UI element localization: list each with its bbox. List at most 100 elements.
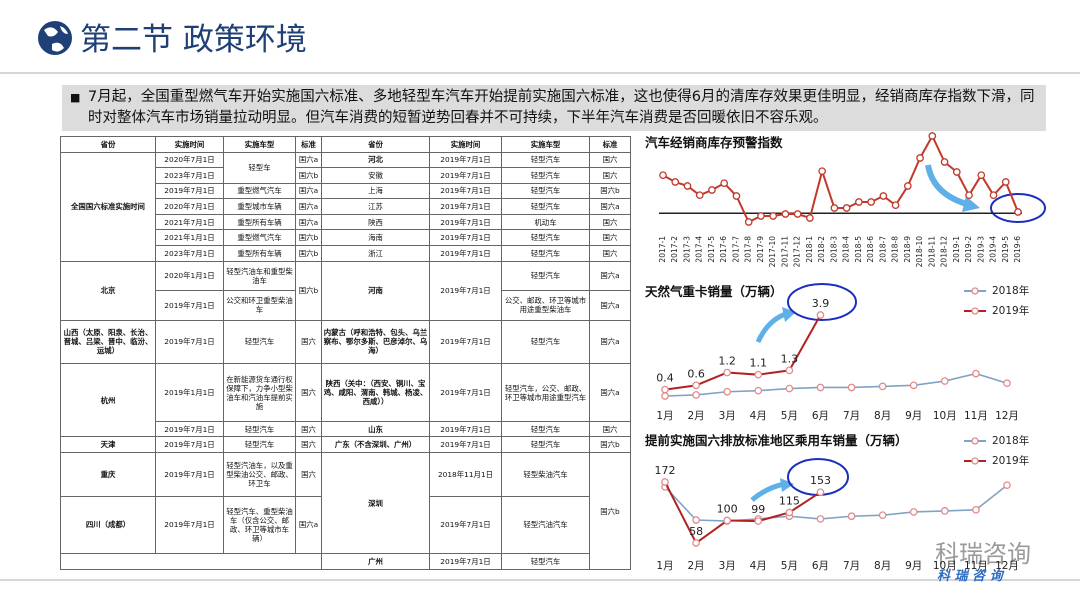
table-cell: 2019年7月1日: [429, 229, 502, 246]
chart-title: 汽车经销商库存预警指数: [645, 135, 783, 150]
table-cell: 轻型汽车: [501, 182, 590, 200]
table-cell: 陕西: [321, 213, 430, 231]
table-cell: 重型所有车辆: [223, 244, 296, 262]
chart-title: 提前实施国六排放标准地区乘用车销量（万辆）: [645, 433, 908, 448]
table-cell: 轻型汽车: [223, 436, 296, 454]
table-cell: 国六a: [589, 290, 631, 321]
table-cell: 国六b: [295, 260, 322, 321]
point: [671, 178, 680, 186]
table-cell: 2019年1月1日: [155, 363, 224, 422]
table-cell: 国六b: [295, 244, 322, 262]
table-cell: 轻型汽油车和重型柴油车: [223, 260, 296, 292]
table-cell: 天津: [60, 436, 156, 454]
table-cell: 重型所有车辆: [223, 213, 296, 231]
table-cell: 国六: [295, 452, 322, 497]
point: [785, 508, 794, 517]
x-tick-label: 2018-5: [854, 236, 863, 263]
x-tick-label: 8月: [874, 560, 891, 572]
point: [940, 377, 949, 385]
point: [757, 212, 765, 220]
x-tick-label: 2018-9: [903, 236, 912, 263]
watermark: 科瑞咨询: [935, 540, 1031, 568]
table-cell: 2019年7月1日: [429, 213, 502, 231]
table-cell: 2019年7月1日: [429, 260, 502, 321]
x-tick-label: 2月: [687, 410, 704, 422]
point: [720, 179, 729, 188]
point: [692, 516, 700, 524]
table-cell: 2019年7月1日: [155, 436, 224, 454]
x-tick-label: 2月: [687, 560, 704, 572]
table-cell: 重型燃气汽车: [223, 229, 296, 246]
x-tick-label: 2018-10: [915, 236, 924, 268]
point: [1003, 481, 1011, 490]
point: [754, 517, 763, 525]
table-cell: 国六a: [589, 363, 631, 422]
legend-marker: [971, 437, 979, 445]
point: [940, 158, 949, 166]
point: [661, 478, 669, 486]
table-cell: 轻型汽车: [501, 151, 590, 169]
table-row: 广州 2019年7月1日 轻型汽车: [60, 553, 631, 570]
x-tick-label: 2018-6: [866, 236, 875, 263]
table-cell: 轻型汽车，公交、邮政、环卫等城市用途重型汽车: [501, 363, 590, 422]
table-cell: 国六a: [589, 260, 631, 292]
x-tick-label: 5月: [781, 410, 798, 422]
table-cell: 重型城市车辆: [223, 198, 296, 215]
x-tick-label: 2017-4: [695, 236, 704, 263]
table-cell: 国六b: [589, 452, 631, 570]
header-cell: 标准: [295, 136, 322, 153]
table-cell: 深圳: [321, 452, 430, 555]
table-row: 2019年7月1日 轻型汽车 国六 山东 2019年7月1日 轻型汽车 国六: [61, 420, 631, 438]
policy-table: 省份 实施时间 实施车型 标准 省份 实施时间 实施车型 标准 全国国六标准实施时间 2020年7…: [60, 136, 631, 570]
table-row: 2023年7月1日 重型所有车辆 国六b 浙江 2019年7月1日 轻型汽车 国六: [61, 244, 631, 262]
data-label: 0.6: [687, 367, 705, 380]
point: [661, 385, 669, 394]
table-cell: 国六: [589, 420, 631, 438]
table-cell: 北京: [60, 260, 156, 321]
point: [965, 191, 973, 200]
point: [989, 191, 998, 200]
point: [891, 201, 900, 210]
header-cell: 实施时间: [429, 136, 502, 153]
table-cell: 轻型汽车: [223, 319, 296, 365]
x-tick-label: 2017-8: [744, 236, 753, 263]
point: [785, 384, 794, 393]
series-line: [664, 372, 1008, 397]
legend-label: 2018年: [992, 434, 1029, 447]
legend-marker: [971, 457, 979, 465]
table-cell: 2020年1月1日: [155, 260, 224, 292]
table-cell: 2019年7月1日: [429, 495, 502, 555]
point: [754, 386, 763, 395]
point: [659, 171, 667, 180]
table-cell: 2023年7月1日: [155, 244, 224, 262]
table-row: 重庆 2019年7月1日 轻型汽油车，以及重型柴油公交、邮政、环卫车 国六 深圳 2018…: [60, 452, 631, 570]
table-cell: 海南: [321, 229, 430, 246]
x-tick-label: 4月: [750, 410, 767, 422]
table-cell: 国六: [295, 420, 322, 438]
table-cell: 重型燃气汽车: [223, 182, 296, 200]
table-cell: 轻型汽车: [223, 420, 296, 438]
table-cell: 轻型汽车: [501, 553, 590, 570]
x-tick-label: 2018-4: [842, 236, 851, 263]
table-cell: 国六a: [589, 198, 631, 215]
point: [1001, 178, 1010, 186]
table-cell: 2018年11月1日: [429, 452, 502, 497]
x-tick-label: 6月: [812, 560, 829, 572]
x-tick-label: 2019-1: [952, 236, 961, 263]
table-cell: 国六: [295, 319, 322, 365]
data-label: 58: [689, 525, 703, 538]
x-tick-label: 11月: [964, 410, 988, 422]
chart-title: 天然气重卡销量（万辆）: [645, 284, 783, 299]
x-tick-label: 6月: [812, 410, 829, 422]
table-cell: 国六: [589, 244, 631, 262]
x-tick-label: 2018-11: [927, 236, 936, 268]
point: [847, 383, 856, 392]
x-tick-label: 7月: [843, 410, 860, 422]
table-cell: 2019年7月1日: [429, 436, 502, 454]
point: [972, 505, 980, 514]
x-tick-label: 2018-1: [805, 236, 814, 263]
x-tick-label: 10月: [933, 560, 957, 572]
table-cell: 2019年7月1日: [155, 420, 224, 438]
header-cell: 实施车型: [223, 136, 296, 153]
